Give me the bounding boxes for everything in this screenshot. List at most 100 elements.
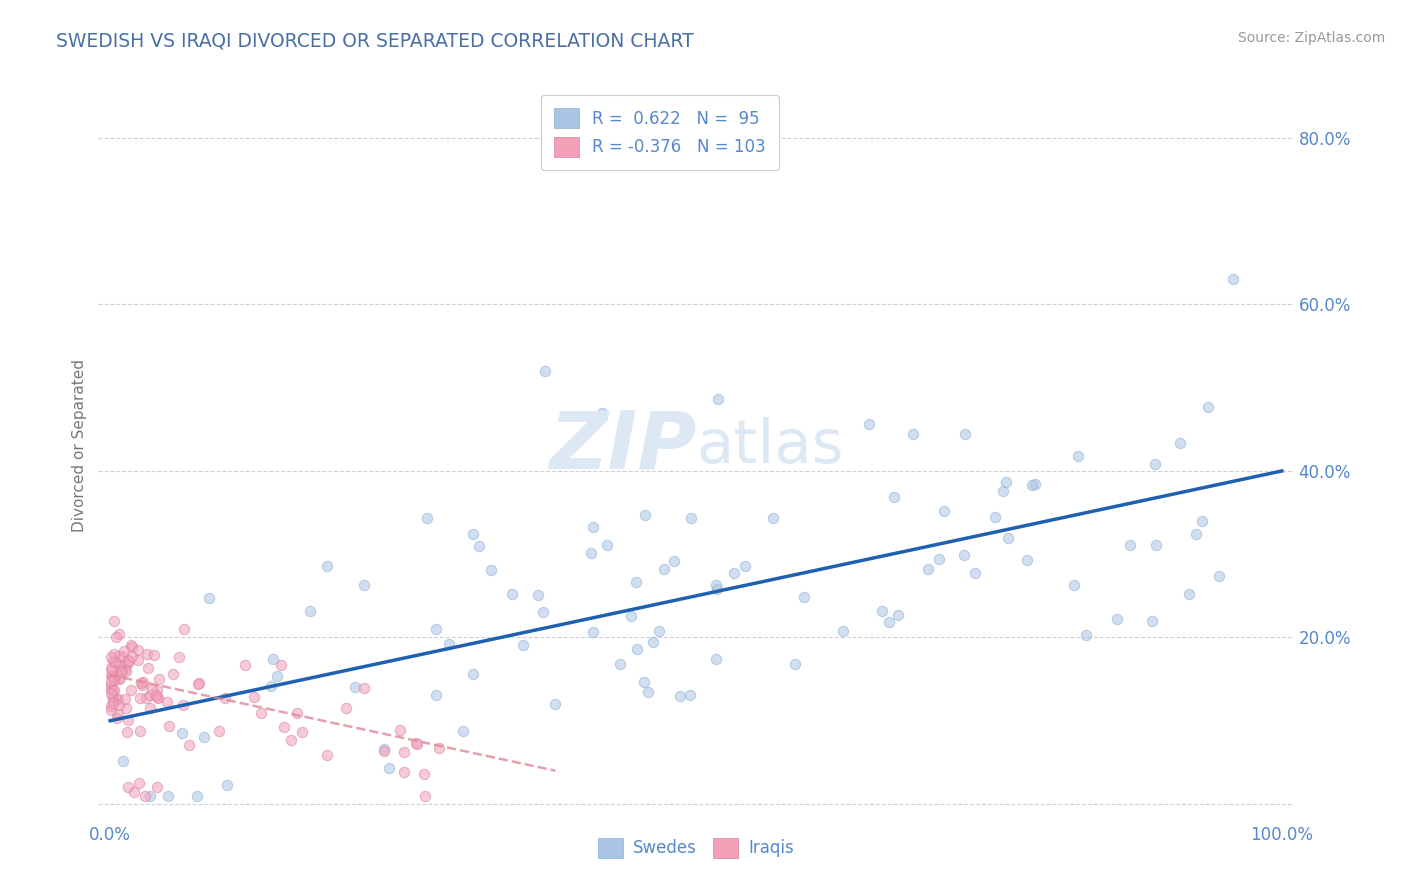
Point [917, 562, 939, 576]
Point [1024, 476, 1046, 491]
Point [637, 684, 659, 698]
Point [654, 561, 676, 575]
Point [266, 668, 288, 682]
Point [1178, 587, 1201, 601]
Point [107, 658, 129, 673]
Point [100, 703, 122, 717]
Point [105, 630, 128, 644]
Point [136, 647, 159, 661]
Point [138, 689, 160, 703]
Point [953, 548, 976, 562]
Point [439, 637, 461, 651]
Point [704, 652, 727, 666]
Point [136, 661, 159, 675]
Point [100, 699, 122, 714]
Point [1168, 436, 1191, 450]
Point [467, 539, 489, 553]
Point [120, 683, 142, 698]
Point [581, 546, 603, 560]
Point [146, 683, 169, 698]
Point [1191, 514, 1213, 528]
Point [343, 681, 366, 695]
Point [188, 676, 211, 690]
Point [157, 719, 180, 733]
Point [242, 690, 264, 704]
Point [1063, 577, 1085, 591]
Point [591, 406, 613, 420]
Point [249, 706, 271, 720]
Point [101, 694, 124, 708]
Point [187, 677, 209, 691]
Point [114, 664, 136, 678]
Point [706, 582, 728, 596]
Point [461, 527, 484, 541]
Point [335, 700, 357, 714]
Point [877, 615, 900, 629]
Point [1197, 400, 1219, 414]
Point [681, 511, 703, 525]
Point [208, 724, 231, 739]
Point [392, 745, 415, 759]
Point [117, 780, 139, 795]
Point [100, 681, 122, 696]
Point [582, 519, 605, 533]
Point [186, 789, 208, 803]
Point [127, 642, 149, 657]
Point [108, 671, 131, 685]
Point [461, 667, 484, 681]
Point [887, 607, 910, 622]
Point [122, 784, 145, 798]
Point [105, 711, 128, 725]
Point [762, 511, 785, 525]
Point [534, 364, 557, 378]
Point [453, 723, 475, 738]
Point [1074, 628, 1097, 642]
Point [197, 591, 219, 606]
Point [103, 654, 125, 668]
Point [103, 683, 125, 698]
Point [146, 780, 169, 795]
Point [100, 650, 122, 665]
Point [609, 657, 631, 672]
Point [270, 658, 292, 673]
Point [997, 531, 1019, 545]
Point [394, 764, 416, 779]
Point [668, 689, 690, 703]
Point [128, 723, 150, 738]
Point [139, 701, 162, 715]
Point [104, 692, 127, 706]
Point [107, 692, 129, 706]
Point [280, 733, 302, 747]
Point [1067, 450, 1090, 464]
Point [707, 392, 730, 406]
Point [146, 690, 169, 704]
Point [112, 648, 135, 663]
Point [214, 691, 236, 706]
Point [963, 566, 986, 580]
Point [624, 574, 647, 589]
Point [373, 741, 395, 756]
Point [162, 666, 184, 681]
Point [1015, 553, 1038, 567]
Point [1144, 538, 1167, 552]
Point [512, 639, 534, 653]
Point [101, 682, 124, 697]
Point [1107, 612, 1129, 626]
Point [105, 668, 128, 682]
Point [103, 673, 125, 687]
Point [120, 639, 142, 653]
Point [112, 754, 135, 768]
Point [157, 789, 180, 803]
Point [479, 563, 502, 577]
Point [135, 691, 157, 706]
Point [117, 713, 139, 727]
Point [134, 789, 156, 803]
Point [416, 510, 439, 524]
Point [100, 678, 122, 692]
Point [526, 588, 548, 602]
Point [1119, 538, 1142, 552]
Point [662, 554, 685, 568]
Point [291, 725, 314, 739]
Point [633, 675, 655, 690]
Point [785, 657, 807, 671]
